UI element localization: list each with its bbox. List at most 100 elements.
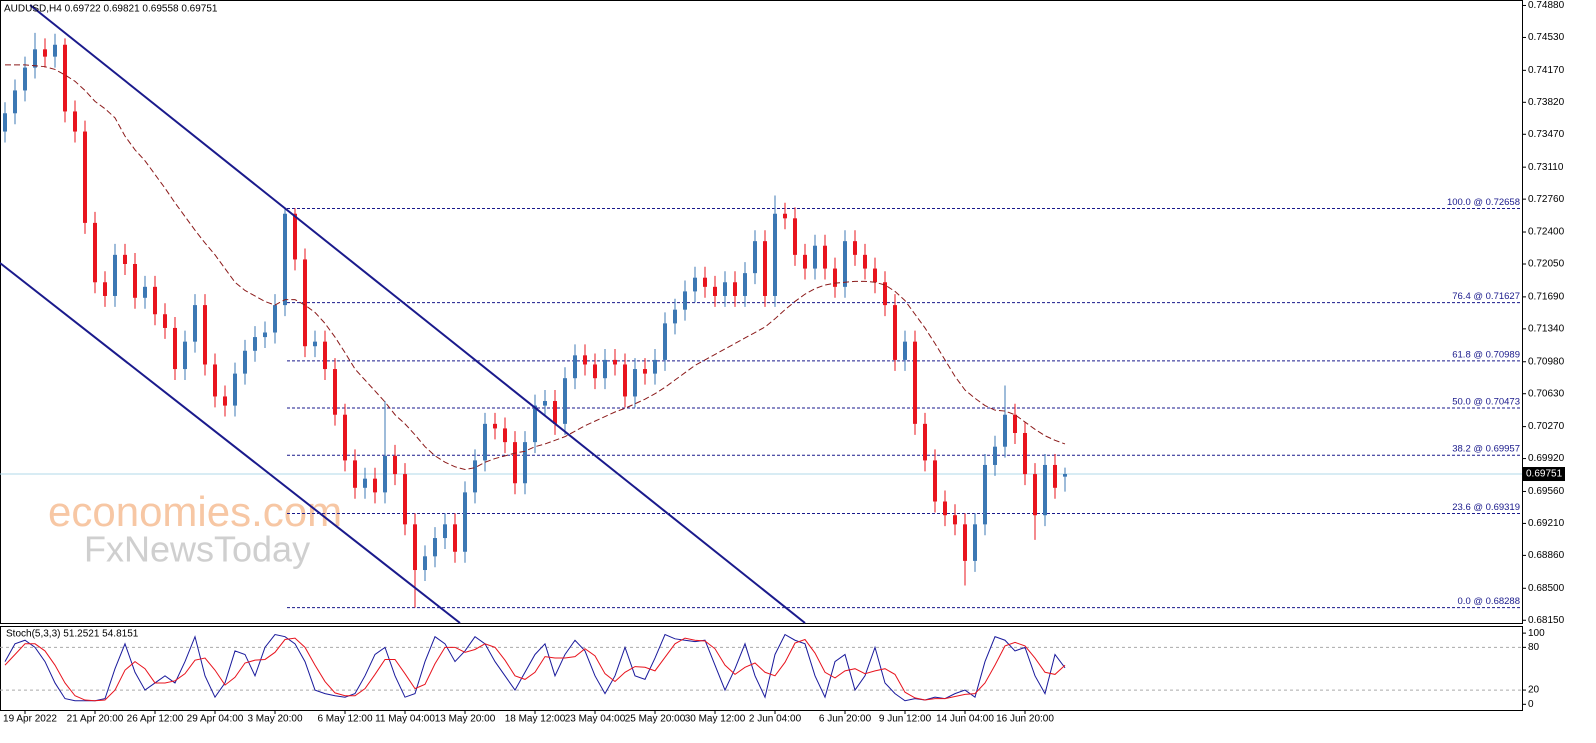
candle-body xyxy=(303,259,307,347)
candle-body xyxy=(103,282,107,296)
candle-body xyxy=(673,309,677,324)
candle-body xyxy=(443,524,447,539)
candle-body xyxy=(423,556,427,571)
candle-body xyxy=(913,341,917,424)
candle-body xyxy=(613,359,617,365)
y-tick-label: 0.68860 xyxy=(1528,550,1565,561)
fib-label: 0.0 @ 0.68288 xyxy=(1458,596,1520,607)
candle-body xyxy=(543,401,547,406)
x-tick-label: 30 May 12:00 xyxy=(685,714,746,725)
candle-body xyxy=(163,314,167,328)
x-tick-label: 29 Apr 04:00 xyxy=(187,714,244,725)
channel-lower xyxy=(0,262,461,624)
candle-body xyxy=(953,515,957,525)
fib-label: 100.0 @ 0.72658 xyxy=(1447,197,1520,208)
stoch-tick-label: 0 xyxy=(1528,699,1534,710)
candle-body xyxy=(393,455,397,475)
x-tick-label: 9 Jun 12:00 xyxy=(879,714,932,725)
candle-body xyxy=(533,405,537,443)
candle-body xyxy=(813,245,817,269)
candle-body xyxy=(383,455,387,493)
candle-body xyxy=(623,364,627,397)
fib-label: 50.0 @ 0.70473 xyxy=(1452,397,1520,408)
candle-body xyxy=(73,111,77,132)
y-tick-label: 0.71690 xyxy=(1528,292,1565,303)
candle-body xyxy=(903,341,907,360)
candle-body xyxy=(653,359,657,374)
current-price-label: 0.69751 xyxy=(1526,469,1563,480)
candle-body xyxy=(273,305,277,333)
x-tick-label: 18 May 12:00 xyxy=(505,714,566,725)
candle-body xyxy=(863,254,867,269)
x-tick-label: 16 Jun 20:00 xyxy=(996,714,1054,725)
candle-body xyxy=(893,305,897,360)
candle-body xyxy=(403,474,407,525)
x-tick-label: 11 May 04:00 xyxy=(375,714,435,725)
x-tick-label: 2 Jun 04:00 xyxy=(749,714,802,725)
candle-body xyxy=(503,428,507,443)
candle-body xyxy=(353,460,357,488)
y-tick-label: 0.69920 xyxy=(1528,453,1565,464)
stoch-line xyxy=(4,633,1066,702)
candle-body xyxy=(963,524,967,561)
candle-body xyxy=(983,464,987,525)
fib-label: 23.6 @ 0.69319 xyxy=(1452,502,1520,513)
candle-body xyxy=(473,460,477,493)
candle-body xyxy=(113,254,117,296)
candle-body xyxy=(233,373,237,406)
candle-body xyxy=(1003,414,1007,447)
candle-body xyxy=(463,492,467,552)
price-pane xyxy=(0,0,1523,624)
watermark: FxNewsToday xyxy=(84,529,310,570)
candle-body xyxy=(193,305,197,342)
candle-body xyxy=(243,350,247,374)
candle-body xyxy=(873,268,877,283)
y-tick-label: 0.69560 xyxy=(1528,486,1565,497)
chart-title: AUDUSD,H4 0.69722 0.69821 0.69558 0.6975… xyxy=(4,4,218,15)
candle-body xyxy=(713,286,717,296)
candle-body xyxy=(783,213,787,219)
candle-body xyxy=(433,538,437,557)
candle-body xyxy=(223,396,227,406)
candle-body xyxy=(133,263,137,298)
candle-body xyxy=(513,442,517,484)
candle-body xyxy=(23,67,27,91)
x-tick-label: 6 May 12:00 xyxy=(317,714,372,725)
candle-body xyxy=(1043,464,1047,516)
candle-body xyxy=(413,524,417,571)
candle-body xyxy=(293,213,297,260)
y-tick-label: 0.72050 xyxy=(1528,259,1565,270)
y-tick-label: 0.69210 xyxy=(1528,518,1565,529)
y-tick-label: 0.73110 xyxy=(1528,162,1564,173)
candle-body xyxy=(773,213,777,296)
x-tick-label: 14 Jun 04:00 xyxy=(936,714,994,725)
y-tick-label: 0.72400 xyxy=(1528,227,1565,238)
x-tick-label: 13 May 20:00 xyxy=(435,714,496,725)
x-tick-label: 26 Apr 12:00 xyxy=(127,714,184,725)
candle-body xyxy=(53,44,57,57)
current-price-box xyxy=(1523,467,1565,482)
candle-body xyxy=(483,423,487,461)
y-tick-label: 0.71340 xyxy=(1528,323,1565,334)
candle-body xyxy=(943,501,947,516)
candle-body xyxy=(973,524,977,561)
y-tick-label: 0.73470 xyxy=(1528,129,1565,140)
candle-body xyxy=(793,218,797,255)
candle-body xyxy=(493,423,497,429)
candle-body xyxy=(763,241,767,296)
y-tick-label: 0.68150 xyxy=(1528,615,1565,626)
candle-body xyxy=(333,369,337,415)
candle-body xyxy=(933,460,937,502)
candle-body xyxy=(573,355,577,379)
y-tick-label: 0.74880 xyxy=(1528,0,1565,11)
candle-body xyxy=(93,222,97,283)
candle-body xyxy=(373,478,377,493)
fib-label: 76.4 @ 0.71627 xyxy=(1452,291,1520,302)
candle-body xyxy=(33,49,37,68)
candle-body xyxy=(743,273,747,296)
stoch-label: Stoch(5,3,3) 51.2521 54.8151 xyxy=(6,629,139,640)
stoch-tick-label: 20 xyxy=(1528,685,1540,696)
candle-body xyxy=(733,282,737,296)
